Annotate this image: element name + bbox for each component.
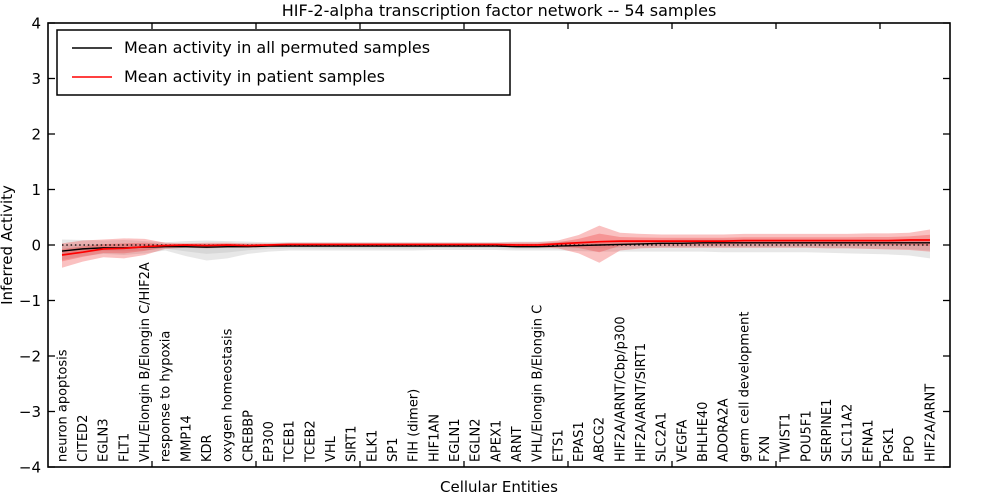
x-category-label: SP1 bbox=[386, 438, 401, 462]
x-category-label: PGK1 bbox=[882, 427, 897, 462]
chart-title: HIF-2-alpha transcription factor network… bbox=[282, 1, 717, 20]
x-category-label: germ cell development bbox=[737, 312, 752, 462]
x-axis-title: Cellular Entities bbox=[440, 478, 558, 496]
x-category-label: neuron apoptosis bbox=[55, 349, 70, 462]
x-category-label: MMP14 bbox=[179, 415, 194, 462]
x-category-label: ADORA2A bbox=[717, 398, 732, 462]
legend-label-patient: Mean activity in patient samples bbox=[124, 67, 385, 86]
x-category-label: VHL bbox=[324, 435, 339, 462]
mean-line-permuted bbox=[61, 242, 930, 252]
x-category-label: SLC11A2 bbox=[841, 404, 856, 462]
x-category-label: oxygen homeostasis bbox=[221, 328, 236, 462]
legend-label-permuted: Mean activity in all permuted samples bbox=[124, 38, 430, 57]
x-category-label: SERPINE1 bbox=[820, 399, 835, 462]
x-category-label: EFNA1 bbox=[861, 419, 876, 462]
x-category-label: VHL/Elongin B/Elongin C bbox=[531, 305, 546, 462]
x-category-label: ETS1 bbox=[551, 429, 566, 462]
y-tick-label: 1 bbox=[31, 181, 41, 199]
x-category-label: FLT1 bbox=[117, 433, 132, 462]
x-category-label: EGLN3 bbox=[97, 418, 112, 462]
x-category-label: SIRT1 bbox=[345, 426, 360, 462]
x-category-label: FIH (dimer) bbox=[407, 389, 422, 462]
y-tick-label: 0 bbox=[31, 236, 41, 254]
y-tick-label: −1 bbox=[19, 292, 41, 310]
x-category-label: HIF2A/ARNT bbox=[923, 384, 938, 462]
x-category-label: SLC2A1 bbox=[655, 412, 670, 462]
x-category-label: CITED2 bbox=[76, 415, 91, 462]
x-category-label: HIF1AN bbox=[427, 414, 442, 462]
y-axis-title: Inferred Activity bbox=[0, 185, 16, 305]
x-category-label: CREBBP bbox=[241, 410, 256, 462]
y-tick-label: −4 bbox=[19, 458, 41, 476]
x-category-label: HIF2A/ARNT/Cbp/p300 bbox=[613, 316, 628, 462]
x-category-label: ABCG2 bbox=[593, 417, 608, 462]
x-category-label: EGLN1 bbox=[448, 418, 463, 462]
y-tick-label: 2 bbox=[31, 125, 41, 143]
x-category-label: KDR bbox=[200, 434, 215, 462]
x-category-label: FXN bbox=[758, 436, 773, 462]
x-category-label: EPAS1 bbox=[572, 421, 587, 462]
legend-box bbox=[56, 29, 511, 96]
x-category-label: APEX1 bbox=[489, 420, 504, 462]
y-tick-label: 3 bbox=[31, 70, 41, 88]
x-category-label: EGLN2 bbox=[469, 418, 484, 462]
x-category-label: HIF2A/ARNT/SIRT1 bbox=[634, 343, 649, 462]
x-category-label: BHLHE40 bbox=[696, 402, 711, 462]
x-category-label: TCEB2 bbox=[303, 420, 318, 463]
plot-content: 4 3 2 1 0 −1 −2 −3 −4 neuron apoptosis CITED2 EGLN3… bbox=[19, 14, 950, 476]
x-category-label: POU5F1 bbox=[799, 410, 814, 462]
x-category-label: VEGFA bbox=[675, 420, 690, 462]
x-category-label: ELK1 bbox=[365, 430, 380, 462]
band-outer-patient bbox=[62, 225, 930, 268]
y-tick-label: −3 bbox=[19, 403, 41, 421]
mean-line-patient bbox=[61, 239, 930, 256]
y-tick-label: 4 bbox=[31, 14, 41, 32]
x-category-label: TWIST1 bbox=[779, 413, 794, 463]
x-category-label: VHL/Elongin B/Elongin C/HIF2A bbox=[138, 262, 153, 462]
legend: Mean activity in all permuted samples Me… bbox=[56, 29, 511, 96]
y-tick-label: −2 bbox=[19, 347, 41, 365]
x-category-label: EP300 bbox=[262, 421, 277, 462]
x-category-label: TCEB1 bbox=[283, 420, 298, 463]
x-category-label: ARNT bbox=[510, 426, 525, 462]
x-category-label: EPO bbox=[903, 436, 918, 462]
x-category-label: response to hypoxia bbox=[159, 331, 174, 462]
